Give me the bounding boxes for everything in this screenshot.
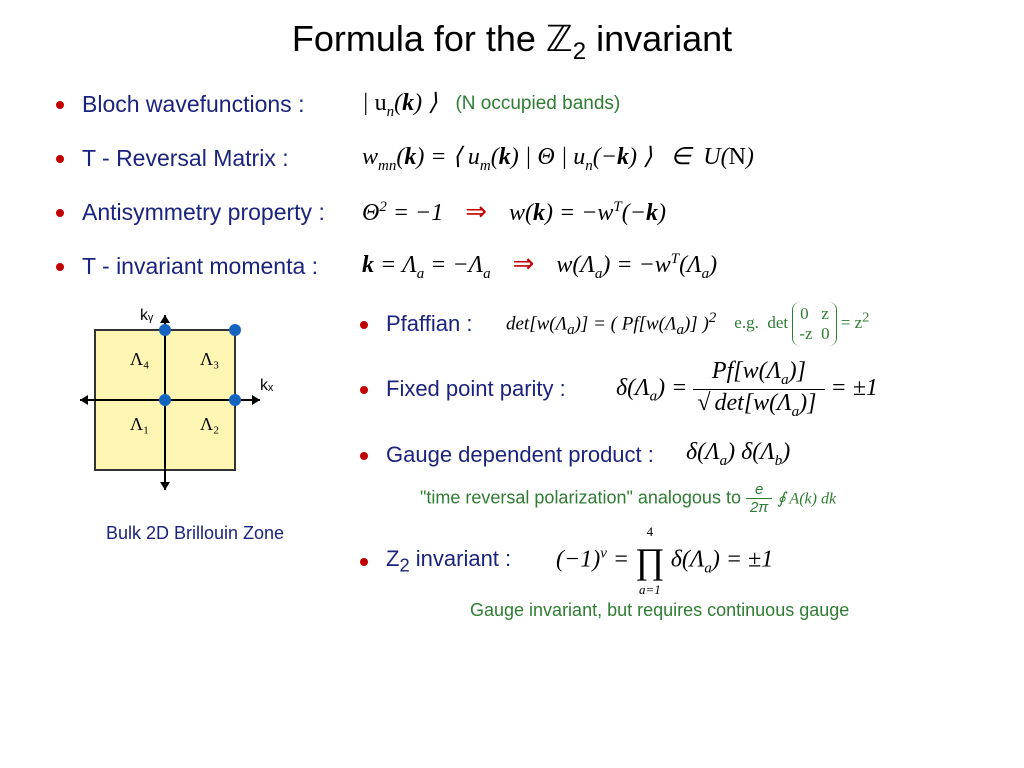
brillouin-zone-diagram: Λ₁ Λ₂ Λ₃ Λ₄ kₓ kᵧ Bulk 2D Brillouin Zone	[0, 300, 360, 621]
bottom-region: Λ₁ Λ₂ Λ₃ Λ₄ kₓ kᵧ Bulk 2D Brillouin Zone…	[0, 300, 1024, 621]
bullet-icon	[360, 558, 368, 566]
formula-z2: (−1)ν = 4 ∏ a=1 δ(Λa) = ±1	[556, 524, 773, 598]
bz-label-L3: Λ₃	[200, 349, 219, 369]
prod-upper: 4	[635, 524, 665, 540]
z2-caption: Gauge invariant, but requires continuous…	[470, 600, 1024, 621]
label-gauge: Gauge dependent product :	[386, 442, 686, 468]
label-tinv: T - invariant momenta :	[82, 253, 362, 280]
gauge-caption-text: "time reversal polarization" analogous t…	[420, 487, 746, 507]
bullet-icon	[56, 101, 64, 109]
bullet-icon	[360, 321, 368, 329]
implies-icon: ⇒	[513, 249, 535, 278]
label-bloch: Bloch wavefunctions :	[82, 91, 362, 118]
bullet-icon	[56, 209, 64, 217]
pfaffian-example: e.g. det 0 z -z 0 = z2	[734, 302, 869, 346]
formula-pfaffian: det[w(Λa)] = ( Pf[w(Λa)] )2	[506, 310, 716, 339]
row-parity: Fixed point parity : δ(Λa) = Pf[w(Λa)] √…	[360, 358, 1024, 421]
bz-point-L3	[229, 324, 241, 336]
bullet-icon	[360, 452, 368, 460]
implies-icon: ⇒	[465, 197, 487, 226]
title-prefix: Formula for the	[292, 18, 546, 59]
right-bullets: Pfaffian : det[w(Λa)] = ( Pf[w(Λa)] )2 e…	[360, 300, 1024, 621]
label-pfaffian: Pfaffian :	[386, 311, 506, 337]
top-bullets: Bloch wavefunctions : | un(k) ⟩ (N occup…	[56, 84, 1024, 286]
bz-point-L2	[229, 394, 241, 406]
formula-antisym: Θ2 = −1 ⇒ w(k) = −wT(−k)	[362, 197, 666, 227]
bullet-icon	[360, 386, 368, 394]
row-treversal: T - Reversal Matrix : wmn(k) = ⟨ um(k) |…	[56, 138, 1024, 178]
bz-label-L4: Λ₄	[130, 349, 149, 369]
kx-arrow-left-icon	[80, 395, 88, 405]
row-antisym: Antisymmetry property : Θ2 = −1 ⇒ w(k) =…	[56, 192, 1024, 232]
row-gauge: Gauge dependent product : δ(Λa) δ(Λb)	[360, 431, 1024, 479]
formula-gauge: δ(Λa) δ(Λb)	[686, 439, 790, 470]
formula-tinv: k = Λa = −Λa ⇒ w(Λa) = −wT(Λa)	[362, 249, 717, 283]
row-bloch: Bloch wavefunctions : | un(k) ⟩ (N occup…	[56, 84, 1024, 124]
label-parity: Fixed point parity :	[386, 376, 616, 402]
bz-caption: Bulk 2D Brillouin Zone	[30, 523, 360, 544]
bz-ky-label: kᵧ	[140, 307, 154, 324]
row-tinv: T - invariant momenta : k = Λa = −Λa ⇒ w…	[56, 246, 1024, 286]
formula-parity: δ(Λa) = Pf[w(Λa)] √det[w(Λa)] = ±1	[616, 358, 878, 421]
formula-bloch: | un(k) ⟩	[362, 88, 437, 121]
title-suffix: invariant	[586, 18, 732, 59]
label-treversal: T - Reversal Matrix :	[82, 145, 362, 172]
prod-lower: a=1	[635, 582, 665, 598]
product-icon: ∏	[635, 540, 665, 582]
bz-label-L1: Λ₁	[130, 414, 149, 434]
label-antisym: Antisymmetry property :	[82, 199, 362, 226]
page-title: Formula for the ℤ2 invariant	[0, 0, 1024, 66]
ky-arrow-down-icon	[160, 482, 170, 490]
title-sub: 2	[573, 38, 586, 65]
bz-point-L1	[159, 394, 171, 406]
kx-arrow-icon	[252, 395, 260, 405]
row-z2: Z2 invariant : (−1)ν = 4 ∏ a=1 δ(Λa) = ±…	[360, 524, 1024, 598]
label-z2: Z2 invariant :	[386, 546, 556, 576]
bz-svg: Λ₁ Λ₂ Λ₃ Λ₄ kₓ kᵧ	[60, 300, 280, 510]
bz-kx-label: kₓ	[260, 377, 274, 394]
gauge-caption: "time reversal polarization" analogous t…	[420, 481, 1024, 516]
ky-arrow-icon	[160, 315, 170, 323]
row-pfaffian: Pfaffian : det[w(Λa)] = ( Pf[w(Λa)] )2 e…	[360, 300, 1024, 348]
title-symbol: ℤ	[546, 18, 573, 59]
bz-point-L4	[159, 324, 171, 336]
bullet-icon	[56, 263, 64, 271]
bullet-icon	[56, 155, 64, 163]
formula-treversal: wmn(k) = ⟨ um(k) | Θ | un(−k) ⟩ ∈ U(N)	[362, 142, 754, 175]
note-bloch: (N occupied bands)	[455, 93, 620, 115]
bz-label-L2: Λ₂	[200, 414, 219, 434]
